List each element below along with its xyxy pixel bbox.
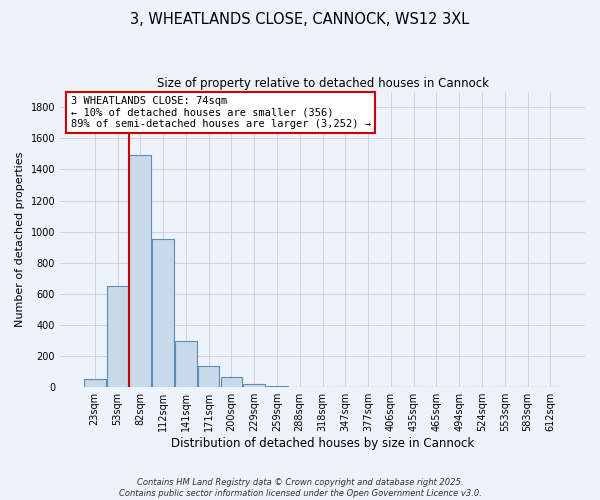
X-axis label: Distribution of detached houses by size in Cannock: Distribution of detached houses by size …: [171, 437, 474, 450]
Title: Size of property relative to detached houses in Cannock: Size of property relative to detached ho…: [157, 78, 488, 90]
Bar: [266, 386, 288, 387]
Text: 3, WHEATLANDS CLOSE, CANNOCK, WS12 3XL: 3, WHEATLANDS CLOSE, CANNOCK, WS12 3XL: [130, 12, 470, 28]
Bar: [221, 377, 242, 387]
Bar: [152, 240, 174, 387]
Text: 3 WHEATLANDS CLOSE: 74sqm
← 10% of detached houses are smaller (356)
89% of semi: 3 WHEATLANDS CLOSE: 74sqm ← 10% of detac…: [71, 96, 371, 130]
Bar: [244, 384, 265, 387]
Y-axis label: Number of detached properties: Number of detached properties: [15, 152, 25, 327]
Bar: [130, 156, 151, 387]
Bar: [84, 380, 106, 387]
Bar: [175, 342, 197, 387]
Bar: [198, 366, 220, 387]
Bar: [107, 286, 128, 387]
Text: Contains HM Land Registry data © Crown copyright and database right 2025.
Contai: Contains HM Land Registry data © Crown c…: [119, 478, 481, 498]
